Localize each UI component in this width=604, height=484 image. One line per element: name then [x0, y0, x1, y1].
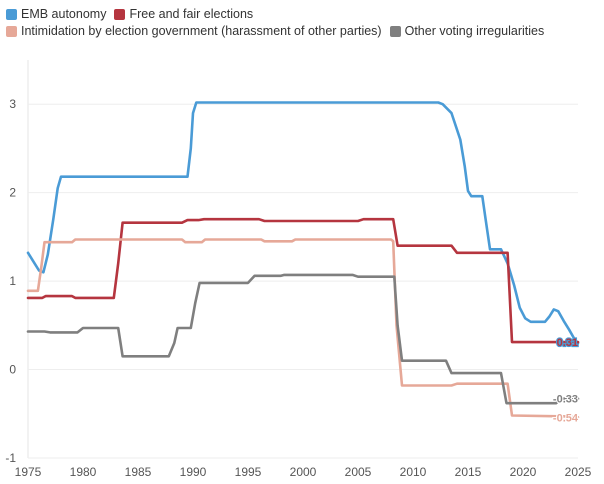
- series-line-0[interactable]: [26, 101, 580, 345]
- legend-label-emb-autonomy: EMB autonomy: [21, 7, 107, 21]
- x-tick-label: 1980: [70, 465, 97, 479]
- series-line-3[interactable]: [26, 273, 580, 405]
- legend-swatch-intimidation: [6, 26, 17, 37]
- legend-row-1: EMB autonomy Free and fair elections: [6, 6, 598, 23]
- x-axis: 1975 1980 1985 1990 1995 2000 2005 2010 2015 2020…: [15, 465, 592, 479]
- legend-item-intimidation[interactable]: Intimidation by election government (har…: [6, 23, 382, 40]
- end-label-2: -0.54: [553, 412, 579, 424]
- grid-layer: [27, 60, 578, 459]
- y-tick-label: 0: [9, 363, 16, 377]
- series-layer: [26, 101, 580, 419]
- x-tick-label: 2015: [455, 465, 482, 479]
- legend-row-2: Intimidation by election government (har…: [6, 23, 598, 40]
- x-tick-label: 2020: [510, 465, 537, 479]
- legend-swatch-other-irregularities: [389, 26, 401, 37]
- legend-label-other-irregularities: Other voting irregularities: [404, 24, 545, 38]
- y-axis: 3 2 1 0 -1: [5, 97, 16, 465]
- y-tick-label: 2: [9, 186, 16, 200]
- end-label-1: -0.33: [553, 394, 578, 406]
- x-tick-label: 2005: [345, 465, 372, 479]
- legend-item-other-irregularities[interactable]: Other voting irregularities: [389, 23, 545, 40]
- legend-label-intimidation: Intimidation by election government (har…: [21, 24, 382, 38]
- end-labels: 0.31 -0.33 -0.54: [552, 336, 580, 425]
- legend-label-free-fair-elections: Free and fair elections: [129, 7, 254, 21]
- x-tick-label: 1985: [125, 465, 152, 479]
- y-tick-label: -1: [5, 451, 16, 465]
- end-label-0: 0.31: [557, 337, 578, 349]
- x-tick-label: 1975: [15, 465, 42, 479]
- series-line-2[interactable]: [26, 238, 580, 419]
- chart-legend: EMB autonomy Free and fair elections Int…: [6, 6, 598, 40]
- x-tick-label: 2000: [290, 465, 317, 479]
- legend-item-free-fair-elections[interactable]: Free and fair elections: [114, 6, 253, 23]
- x-tick-label: 2025: [565, 465, 592, 479]
- x-tick-label: 2010: [400, 465, 427, 479]
- legend-swatch-free-fair-elections: [114, 9, 126, 20]
- legend-swatch-emb-autonomy: [6, 9, 17, 20]
- series-line-1[interactable]: [26, 217, 580, 344]
- legend-item-emb-autonomy[interactable]: EMB autonomy: [6, 6, 106, 23]
- x-tick-label: 1990: [180, 465, 207, 479]
- y-tick-label: 3: [9, 97, 16, 111]
- x-tick-label: 1995: [235, 465, 262, 479]
- y-tick-label: 1: [9, 274, 16, 288]
